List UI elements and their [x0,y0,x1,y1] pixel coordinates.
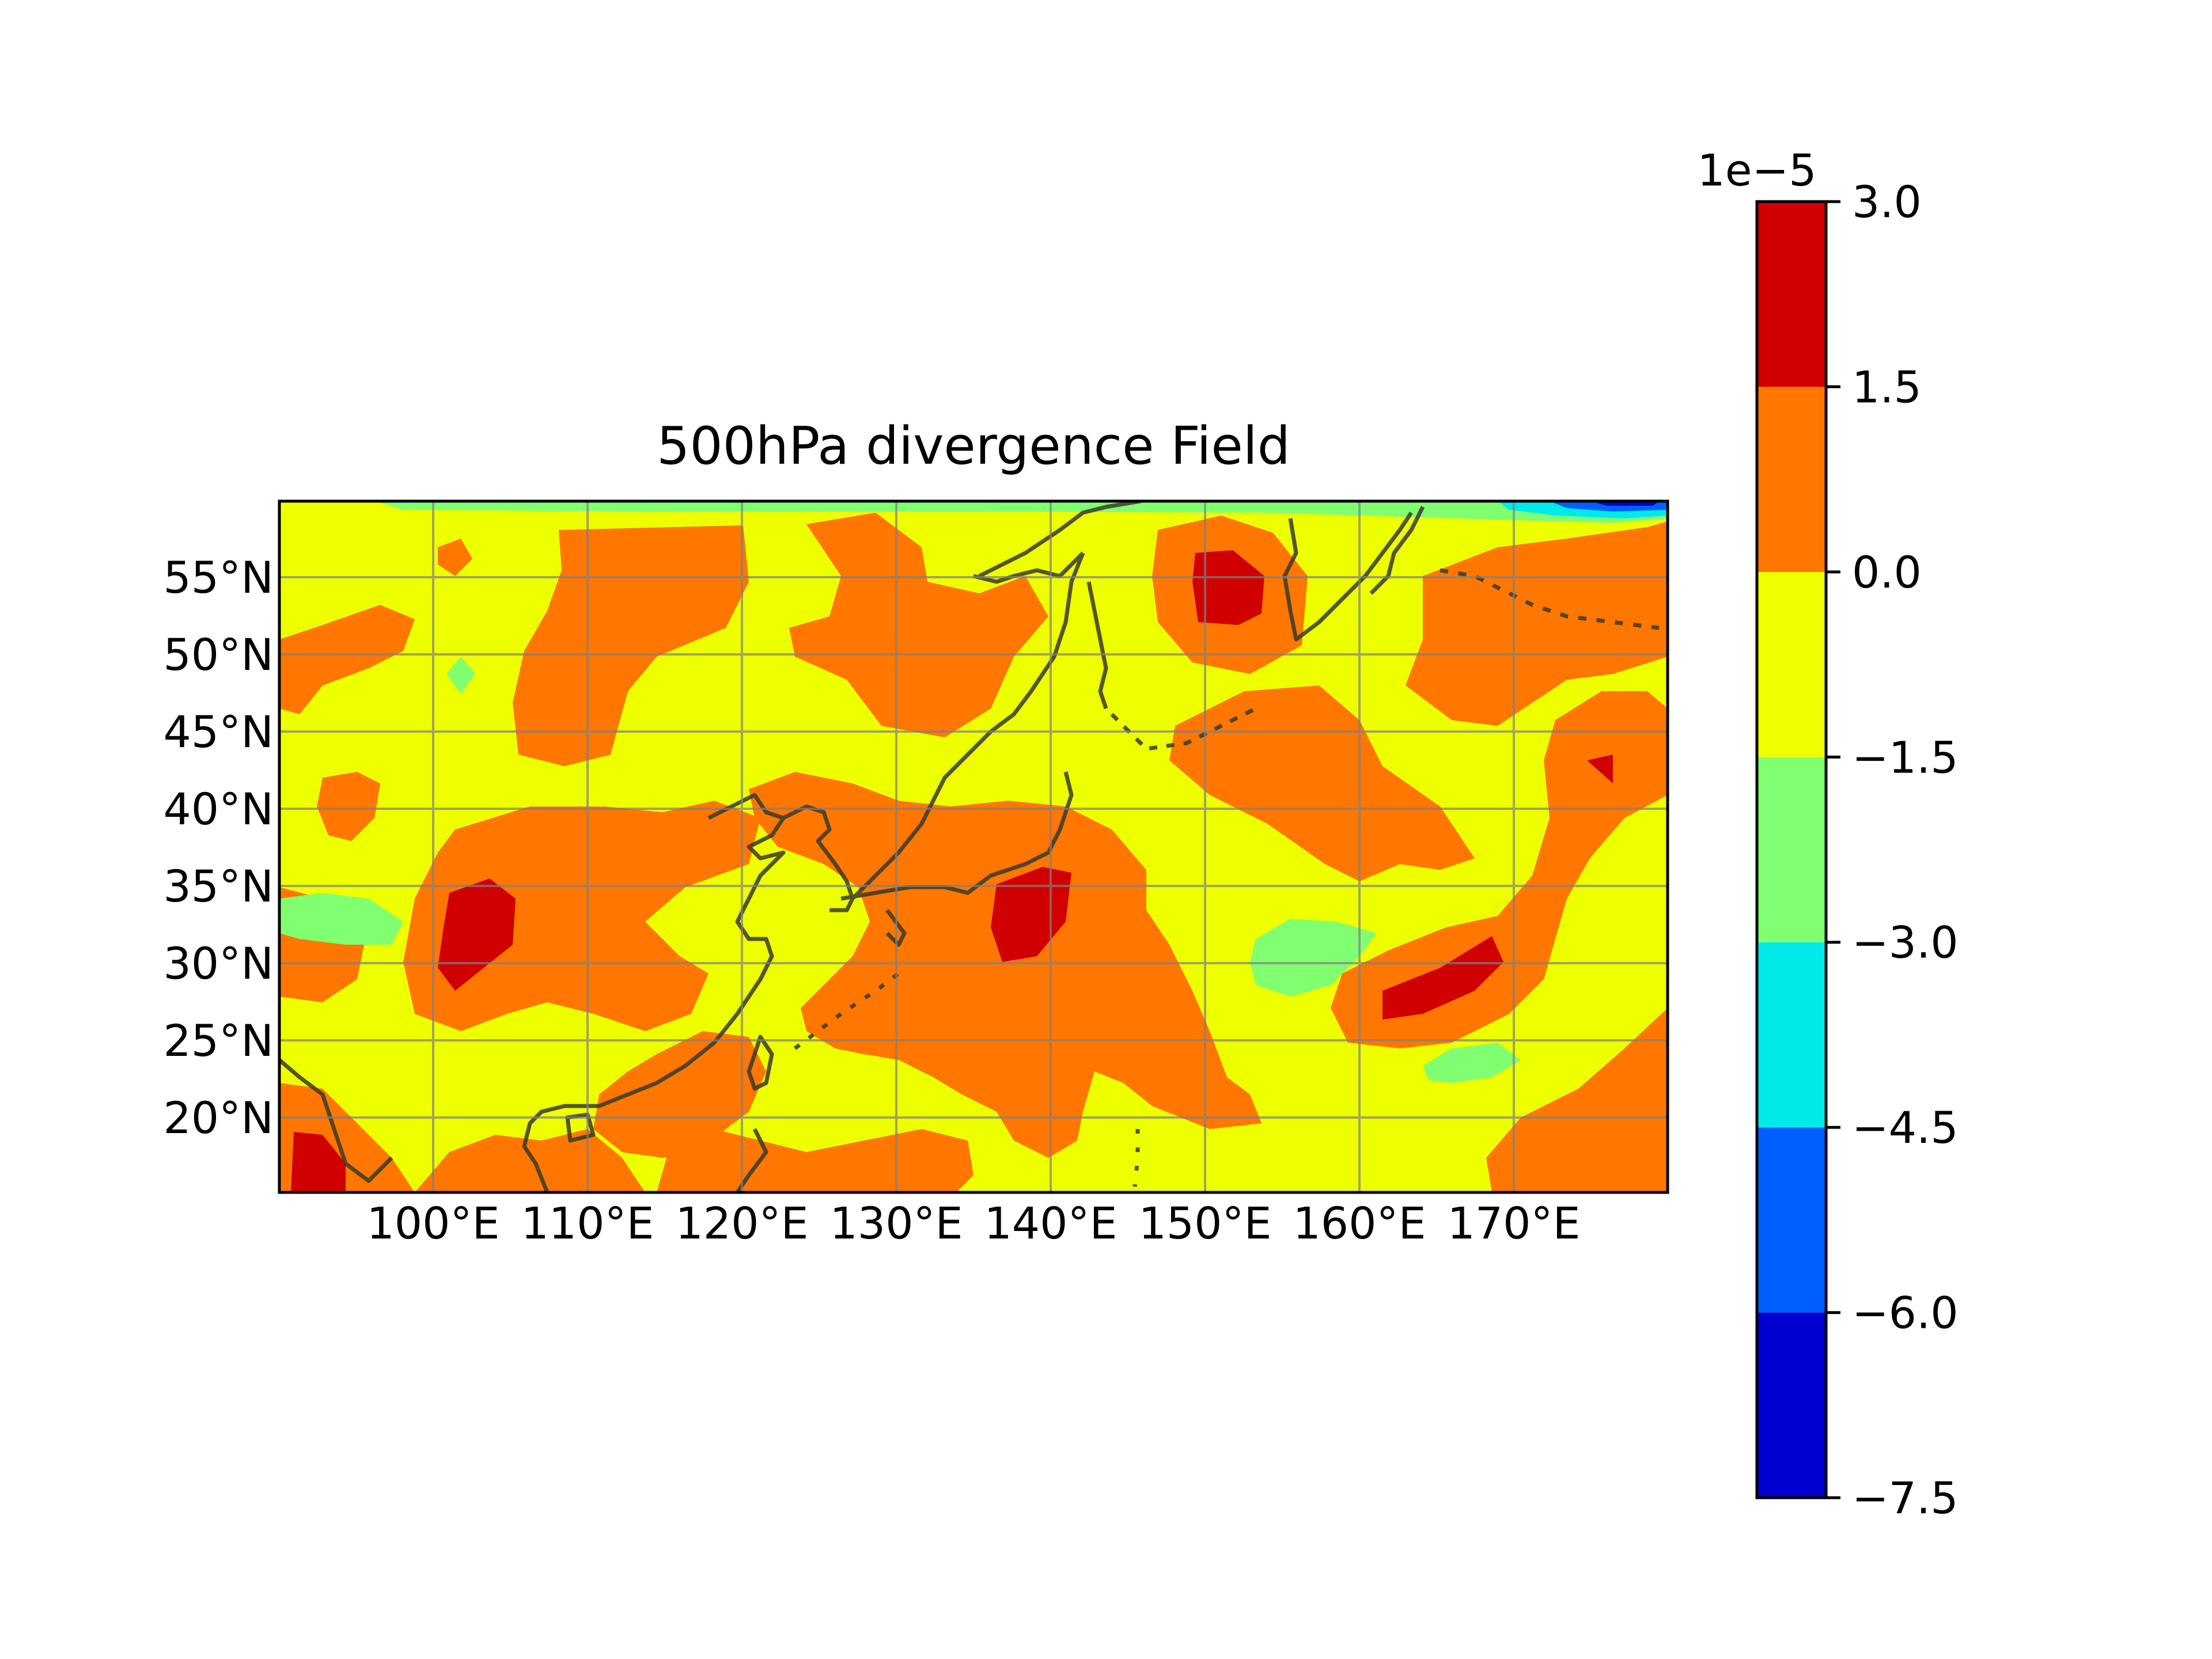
coastline-indochina [279,1058,393,1183]
lon-tick-label: 160°E [1293,1198,1426,1249]
weak-conv-northern-strip [374,501,1668,523]
lat-tick-label: 55°N [163,552,274,603]
weak-conv-pacific-south [1423,1043,1521,1083]
region-north-pacific-ne [1406,521,1668,726]
coastline-kamchatka-east [1369,506,1425,595]
colorbar-segment [1757,1312,1826,1498]
core-north-pacific [1382,936,1503,1020]
region-west-mongolia [279,605,415,714]
colorbar-tick-label: −1.5 [1852,732,1959,783]
region-small-mongolia-south [317,772,380,841]
coastline-hainan [565,1112,596,1143]
colorbar-tick-label: −7.5 [1852,1472,1959,1524]
colorbar-segment [1757,571,1826,757]
lat-tick-label: 35°N [163,861,274,912]
gridlines [279,501,1668,1192]
coastline-china-korea [522,793,786,1192]
lon-tick-label: 120°E [675,1198,808,1249]
colorbar-ticks: −7.5 −6.0 −4.5 −3.0 −1.5 0.0 1.5 3.0 [1826,176,1959,1524]
region-northeast-china [789,513,1048,737]
coastline-taiwan [747,1035,774,1091]
coastline-kurils [1110,706,1257,751]
lat-tick-label: 25°N [163,1015,274,1066]
colorbar-tick-label: 3.0 [1852,176,1922,228]
chart-title: 500hPa divergence Field [657,416,1290,476]
coastline-korea-east [851,552,1085,900]
lon-tick-label: 130°E [830,1198,963,1249]
core-okhotsk [1192,550,1264,625]
region-kuril-south [1169,685,1475,881]
lon-tick-label: 100°E [366,1198,499,1249]
weak-conv-small-mongolia [446,657,475,694]
region-central-china [403,801,760,1031]
lat-tick-label: 45°N [163,706,274,757]
colorbar-tick-label: −4.5 [1852,1102,1959,1153]
region-south-china [593,1031,766,1158]
colorbar-scale-label: 1e−5 [1697,145,1816,196]
lat-tick-labels: 20°N 25°N 30°N 35°N 40°N 45°N 50°N 55°N [163,552,274,1143]
lon-tick-labels: 100°E 110°E 120°E 130°E 140°E 150°E 160°… [366,1198,1580,1249]
colorbar: −7.5 −6.0 −4.5 −3.0 −1.5 0.0 1.5 3.0 1e−5 [1697,145,1958,1524]
colorbar-segment [1757,387,1826,572]
lon-tick-label: 110°E [521,1198,654,1249]
colorbar-segments [1757,202,1826,1498]
lat-tick-label: 40°N [163,783,274,835]
lon-tick-label: 150°E [1138,1198,1271,1249]
region-small-mongolia-west [438,539,472,576]
colorbar-segment [1757,202,1826,387]
colorbar-segment [1757,942,1826,1128]
core-indochina [291,1132,346,1192]
weak-convergence-regions [279,501,1668,1083]
core-north-pacific-small [1587,755,1613,783]
region-taiwan-south [657,1129,974,1192]
colorbar-segment [1757,757,1826,942]
region-korea-japan [749,772,1262,1158]
region-mongolia-central [513,525,749,766]
colorbar-tick-label: −6.0 [1852,1287,1959,1339]
lat-tick-label: 30°N [163,938,274,989]
map-area [279,501,1668,1192]
lat-tick-label: 50°N [163,629,274,680]
coastline-okhotsk [978,501,1141,578]
coastline-aleutians [1440,568,1660,630]
lon-tick-label: 170°E [1447,1198,1580,1249]
colorbar-segment [1757,1127,1826,1313]
map-frame [278,499,1669,1194]
colorbar-tick-label: −3.0 [1852,917,1959,968]
region-pacific-southeast [1486,1008,1668,1192]
coastline-japan-honshu [840,771,1074,901]
colorbar-frame [1755,200,1828,1499]
coastlines [279,501,1660,1192]
colorbar-tick-label: 0.0 [1852,547,1922,598]
weak-conv-west [279,893,403,945]
coastline-ryukyu [793,972,900,1050]
coastline-siberia [973,551,1085,584]
colorbar-tick-label: 1.5 [1852,361,1922,412]
region-pacific-east [1331,691,1668,1048]
lat-tick-label: 20°N [163,1092,274,1143]
lon-tick-label: 140°E [984,1198,1117,1249]
coastline-kamchatka [1282,512,1413,642]
weak-conv-pacific [1250,919,1377,997]
